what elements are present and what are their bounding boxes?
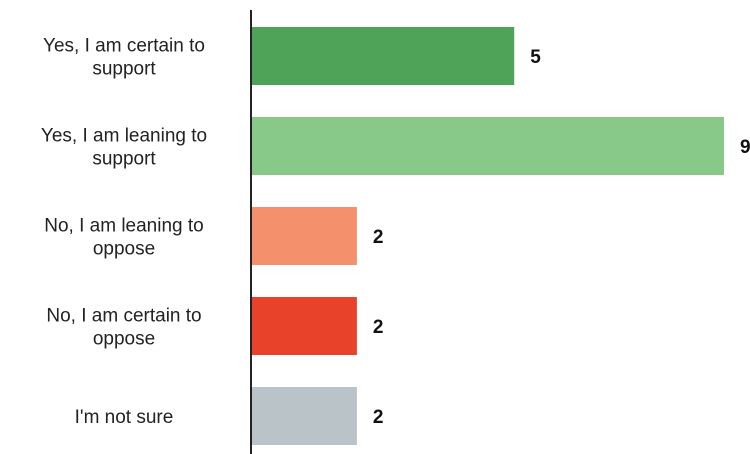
category-label-line: oppose: [93, 239, 155, 260]
bar-0: [252, 27, 515, 85]
value-label-1: 9: [740, 137, 750, 158]
bar-4: [252, 387, 357, 445]
value-label-3: 2: [373, 317, 384, 338]
category-label-line: Yes, I am certain to: [43, 36, 205, 57]
category-label-1: Yes, I am leaning to support: [41, 126, 207, 170]
category-label-line: No, I am certain to: [46, 306, 201, 327]
category-label-4: I'm not sure: [75, 407, 174, 428]
category-label-3: No, I am certain to oppose: [46, 306, 201, 350]
bars-group: [252, 27, 724, 445]
value-label-0: 5: [530, 47, 541, 68]
bar-3: [252, 297, 357, 355]
category-label-line: I'm not sure: [75, 407, 174, 428]
bar-2: [252, 207, 357, 265]
category-label-0: Yes, I am certain to support: [43, 36, 205, 80]
value-label-4: 2: [373, 407, 384, 428]
category-label-line: support: [92, 149, 156, 170]
category-label-line: Yes, I am leaning to: [41, 126, 207, 147]
category-label-line: No, I am leaning to: [44, 216, 203, 237]
category-label-line: support: [92, 59, 156, 80]
value-labels-group: 5 9 2 2 2: [373, 47, 750, 428]
bar-1: [252, 117, 724, 175]
category-label-2: No, I am leaning to oppose: [44, 216, 203, 260]
category-label-line: oppose: [93, 329, 155, 350]
value-label-2: 2: [373, 227, 384, 248]
